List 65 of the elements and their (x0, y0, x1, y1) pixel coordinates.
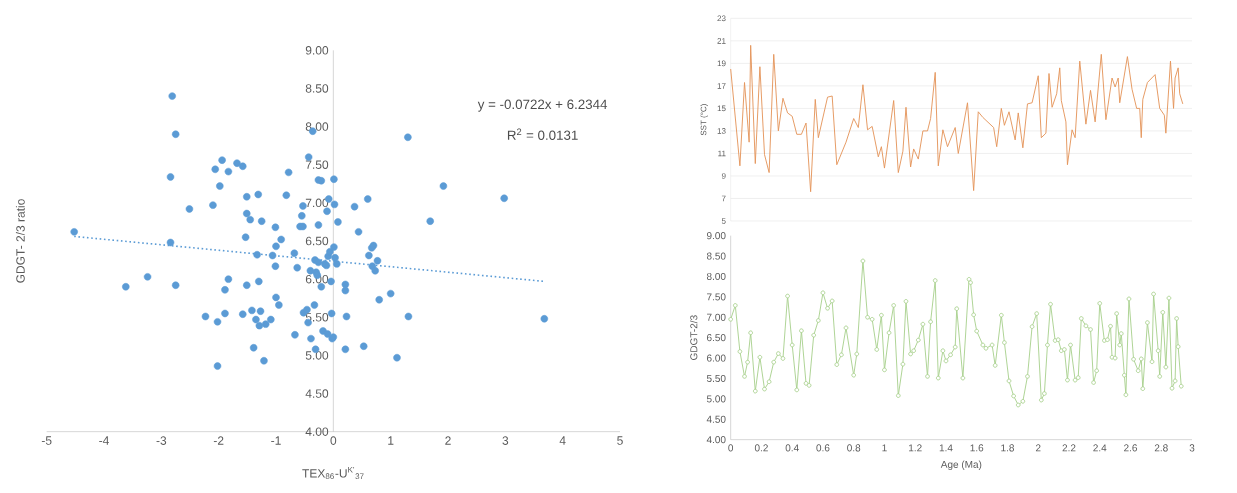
y-tick-label: 7.50 (305, 160, 329, 169)
y-axis-title: SST (°C) (700, 104, 708, 136)
y-tick-label: 5.00 (305, 351, 329, 360)
x-tick-label: 2 (445, 436, 451, 445)
x-tick-label: 1.8 (1001, 444, 1014, 452)
y-tick-label: 4.50 (706, 415, 726, 423)
y-tick-label: 8.50 (706, 252, 726, 260)
y-tick-label: 15 (717, 105, 726, 112)
y-tick-label: 6.50 (305, 236, 329, 246)
y-tick-label: 9.00 (305, 46, 329, 55)
x-tick-label: 4 (559, 436, 566, 445)
x-axis-title: Age (Ma) (940, 460, 982, 470)
x-tick-label: 1.6 (970, 444, 984, 452)
y-tick-label: 9 (721, 173, 726, 179)
x-tick-label: 0.2 (754, 444, 768, 452)
x-tick-label: 1.2 (909, 444, 922, 452)
x-tick-label: 3 (502, 436, 509, 445)
x-tick-label: 2.6 (1124, 444, 1138, 452)
y-tick-label: 4.00 (706, 436, 726, 444)
x-axis-title: TEX$_{86}$-U$^{K'}$37 (302, 466, 364, 480)
y-axis-title: GDGT- 2/3 ratio (15, 199, 25, 283)
y-tick-label: 7.00 (707, 313, 726, 321)
y-tick-label: 8.00 (305, 122, 329, 131)
annotation: R$^{2}$ = 0.0131 (507, 128, 578, 140)
y-tick-label: 6.00 (707, 354, 726, 362)
y-tick-label: 5.50 (305, 313, 329, 322)
y-tick-label: 5.00 (706, 395, 726, 403)
y-tick-label: 19 (717, 60, 726, 67)
x-tick-label: -2 (213, 436, 224, 445)
y-tick-label: 4.50 (305, 389, 329, 398)
x-tick-label: -1 (271, 436, 281, 445)
y-tick-label: 5 (721, 218, 726, 224)
y-tick-label: 4.00 (305, 427, 329, 436)
y-tick-label: 8.00 (706, 272, 726, 281)
x-tick-label: 0.8 (847, 444, 861, 452)
x-tick-label: -5 (41, 436, 52, 445)
y-tick-label: 13 (717, 128, 726, 134)
y-tick-label: 6.50 (707, 334, 726, 342)
x-tick-label: 5 (617, 436, 623, 445)
x-tick-label: 3 (1189, 444, 1195, 452)
x-tick-label: 0.6 (816, 444, 830, 452)
x-tick-label: 2.4 (1093, 444, 1107, 452)
x-tick-label: 0 (728, 444, 734, 452)
x-tick-label: 1 (388, 436, 394, 445)
y-tick-label: 21 (717, 38, 726, 44)
x-tick-label: 0.4 (785, 444, 799, 452)
y-tick-label: 5.50 (706, 374, 726, 383)
x-tick-label: 1 (882, 444, 887, 452)
x-tick-label: 1.4 (939, 444, 953, 452)
annotation: y = -0.0722x + 6.2344 (477, 99, 608, 112)
x-tick-label: 2.2 (1062, 444, 1076, 452)
y-tick-label: 9.00 (706, 232, 726, 240)
y-tick-label: 11 (718, 150, 726, 157)
x-tick-label: -4 (99, 436, 109, 445)
x-tick-label: -3 (156, 436, 167, 445)
line-series (730, 44, 1184, 193)
x-tick-label: 2 (1035, 444, 1041, 452)
y-tick-label: 8.50 (305, 84, 329, 93)
y-tick-label: 23 (717, 15, 726, 22)
x-tick-label: 0 (330, 436, 337, 445)
y-tick-label: 17 (717, 83, 726, 89)
y-tick-label: 7.50 (707, 293, 726, 301)
y-axis-title: GDGT-2/3 (690, 315, 698, 360)
x-tick-label: 2.8 (1154, 444, 1168, 452)
y-tick-label: 7 (721, 195, 726, 202)
